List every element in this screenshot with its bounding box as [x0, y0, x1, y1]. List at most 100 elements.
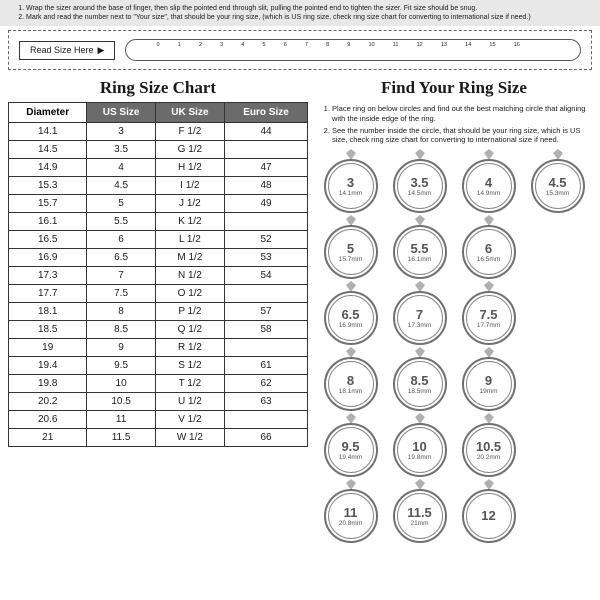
table-cell: 8 [87, 303, 155, 321]
table-cell: H 1/2 [155, 159, 224, 177]
chart-title: Ring Size Chart [8, 78, 308, 98]
table-row: 17.37N 1/254 [9, 267, 308, 285]
table-cell: 19.4 [9, 357, 87, 375]
table-row: 18.58.5Q 1/258 [9, 321, 308, 339]
ring-mm-label: 19mm [479, 388, 497, 395]
table-cell: 9 [87, 339, 155, 357]
table-cell: 14.9 [9, 159, 87, 177]
ring-circle: 7.5 17.7mm [459, 285, 519, 345]
table-cell: 7 [87, 267, 155, 285]
table-cell: R 1/2 [155, 339, 224, 357]
ring-inner: 9 19mm [466, 361, 512, 407]
table-cell: 54 [225, 267, 308, 285]
table-cell: 6.5 [87, 249, 155, 267]
ring-circle [528, 351, 588, 411]
table-cell: N 1/2 [155, 267, 224, 285]
ring-circle: 12 [459, 483, 519, 543]
ruler-tick: 7 [305, 42, 308, 48]
ruler-tick: 1 [178, 42, 181, 48]
ruler-tick: 11 [393, 42, 399, 48]
table-row: 20.210.5U 1/263 [9, 393, 308, 411]
table-cell: 21 [9, 429, 87, 447]
ring-circle: 10.5 20.2mm [459, 417, 519, 477]
table-cell: 63 [225, 393, 308, 411]
instruction-2: Wrap the sizer around the base of finger… [26, 4, 590, 13]
table-cell: 5.5 [87, 213, 155, 231]
ruler-tick: 8 [326, 42, 329, 48]
ring-circle: 11.5 21mm [390, 483, 450, 543]
table-header: Diameter [9, 103, 87, 123]
table-cell: 48 [225, 177, 308, 195]
ring-mm-label: 14.1mm [339, 190, 362, 197]
ring-circle: 3.5 14.5mm [390, 153, 450, 213]
table-cell: M 1/2 [155, 249, 224, 267]
ring-size-label: 9 [485, 374, 492, 387]
table-cell: S 1/2 [155, 357, 224, 375]
ring-circle: 7 17.3mm [390, 285, 450, 345]
table-cell: P 1/2 [155, 303, 224, 321]
table-cell: J 1/2 [155, 195, 224, 213]
ring-size-label: 6 [485, 242, 492, 255]
table-row: 2111.5W 1/266 [9, 429, 308, 447]
ring-circle: 8 18.1mm [321, 351, 381, 411]
table-cell: 66 [225, 429, 308, 447]
ring-size-label: 5.5 [410, 242, 428, 255]
table-cell: O 1/2 [155, 285, 224, 303]
ruler-tick: 5 [262, 42, 265, 48]
ring-circle: 6.5 16.9mm [321, 285, 381, 345]
find-instruction-1: Place ring on below circles and find out… [332, 104, 588, 124]
table-row: 14.94H 1/247 [9, 159, 308, 177]
table-row: 14.53.5G 1/2 [9, 141, 308, 159]
table-cell: L 1/2 [155, 231, 224, 249]
ring-inner: 6 16.5mm [466, 229, 512, 275]
table-row: 19.810T 1/262 [9, 375, 308, 393]
ring-circle: 10 19.8mm [390, 417, 450, 477]
table-cell: 18.5 [9, 321, 87, 339]
ring-circle: 5.5 16.1mm [390, 219, 450, 279]
ring-inner: 3.5 14.5mm [397, 163, 443, 209]
table-cell: 44 [225, 123, 308, 141]
ring-inner: 4 14.9mm [466, 163, 512, 209]
table-cell: 11 [87, 411, 155, 429]
ring-circle: 9 19mm [459, 351, 519, 411]
ring-size-label: 11 [344, 506, 358, 519]
ruler-tick: 12 [417, 42, 423, 48]
table-cell: 47 [225, 159, 308, 177]
table-row: 17.77.5O 1/2 [9, 285, 308, 303]
table-row: 15.75J 1/249 [9, 195, 308, 213]
ruler-tick: 16 [514, 42, 520, 48]
arrow-icon: ▶ [98, 45, 105, 56]
table-cell: 6 [87, 231, 155, 249]
table-row: 19.49.5S 1/261 [9, 357, 308, 375]
size-table: DiameterUS SizeUK SizeEuro Size 14.13F 1… [8, 102, 308, 447]
table-cell: 4.5 [87, 177, 155, 195]
ring-inner: 7.5 17.7mm [466, 295, 512, 341]
table-row: 18.18P 1/257 [9, 303, 308, 321]
table-header: Euro Size [225, 103, 308, 123]
table-cell: 11.5 [87, 429, 155, 447]
ring-mm-label: 20.8mm [339, 520, 362, 527]
ring-size-label: 7 [416, 308, 423, 321]
table-cell: 5 [87, 195, 155, 213]
ring-inner: 7 17.3mm [397, 295, 443, 341]
ring-circle: 4 14.9mm [459, 153, 519, 213]
ring-size-label: 10 [412, 440, 426, 453]
table-row: 14.13F 1/244 [9, 123, 308, 141]
table-cell: 14.5 [9, 141, 87, 159]
table-header: UK Size [155, 103, 224, 123]
table-cell: 20.6 [9, 411, 87, 429]
table-cell: 53 [225, 249, 308, 267]
ring-size-label: 8.5 [410, 374, 428, 387]
table-cell: 52 [225, 231, 308, 249]
ring-mm-label: 16.9mm [339, 322, 362, 329]
ring-mm-label: 18.5mm [408, 388, 431, 395]
table-row: 16.96.5M 1/253 [9, 249, 308, 267]
table-header: US Size [87, 103, 155, 123]
top-instructions: Wrap the sizer around the base of finger… [0, 0, 600, 26]
ruler-tick: 2 [199, 42, 202, 48]
table-cell: 17.7 [9, 285, 87, 303]
find-instruction-2: See the number inside the circle, that s… [332, 126, 588, 146]
ring-circle [528, 285, 588, 345]
ring-mm-label: 19.4mm [339, 454, 362, 461]
ring-inner: 4.5 15.3mm [535, 163, 581, 209]
